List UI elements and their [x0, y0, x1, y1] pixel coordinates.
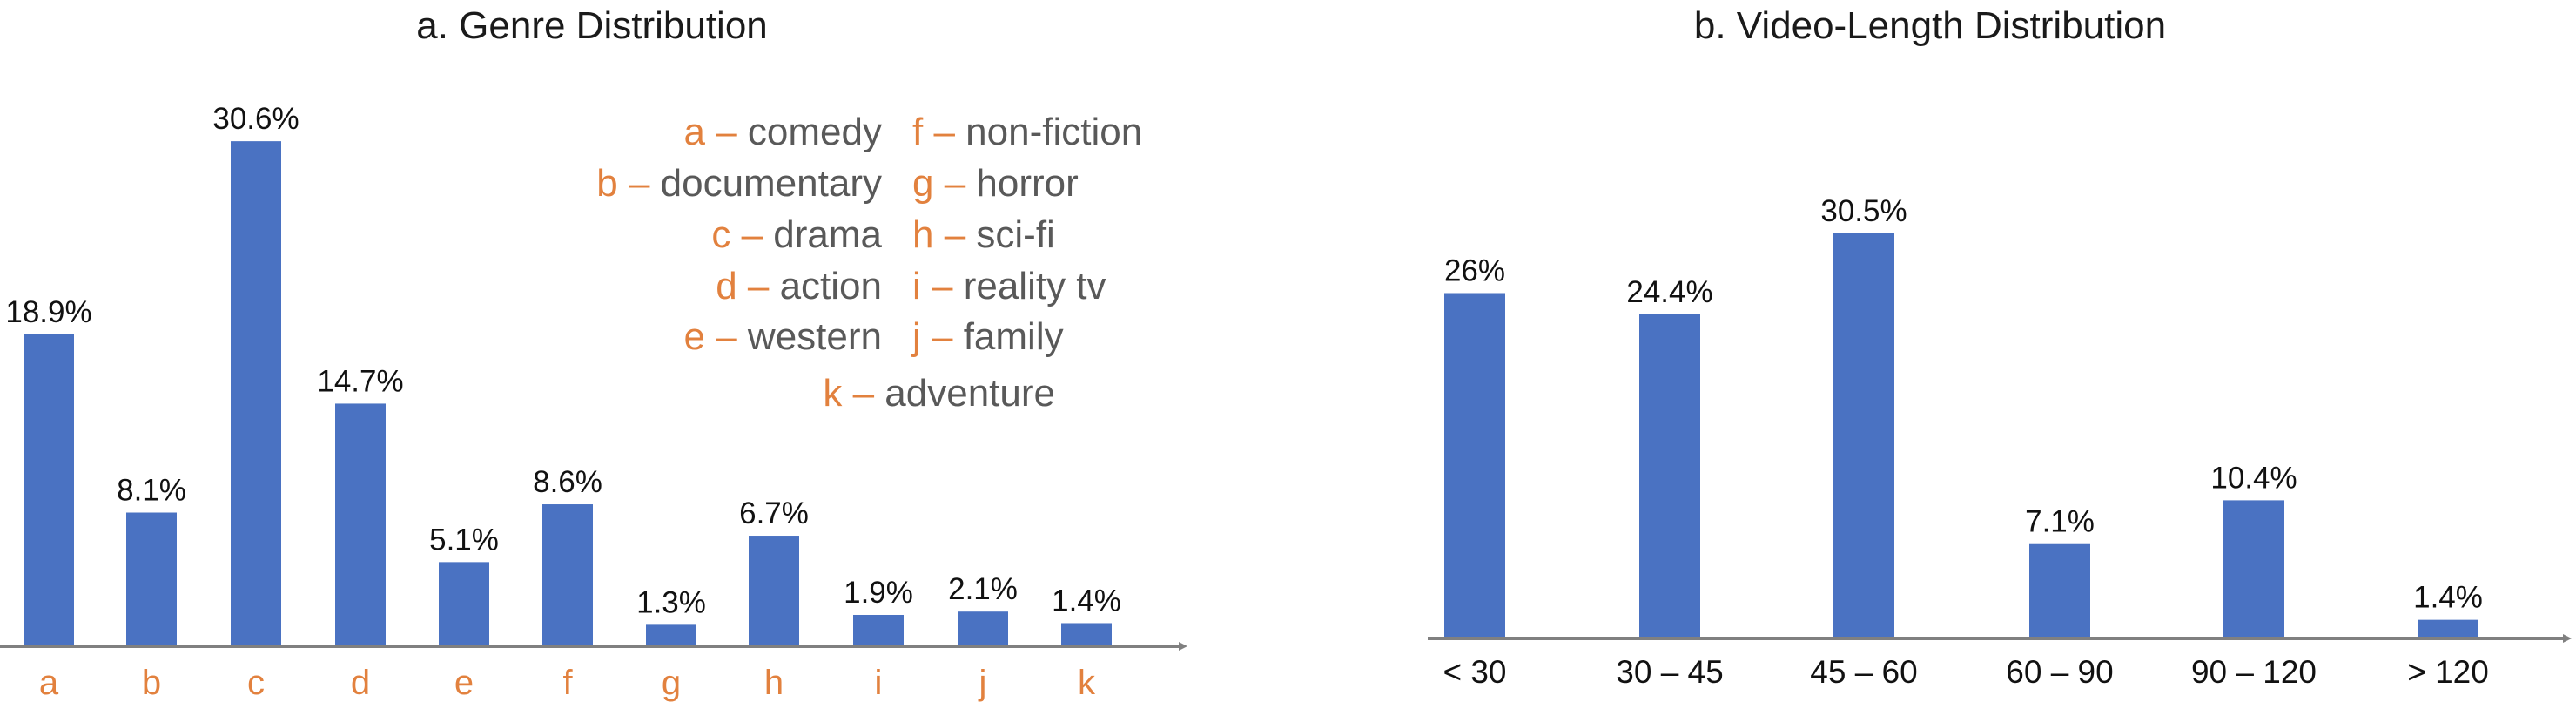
chart-b-category-label: 45 – 60 — [1810, 654, 1917, 690]
legend-item: d – action — [716, 265, 882, 307]
chart-a-bar — [231, 141, 281, 646]
chart-b-title: b. Video-Length Distribution — [1694, 4, 2166, 47]
chart-b-bar — [1833, 233, 1894, 638]
chart-b-value-label: 10.4% — [2210, 461, 2297, 495]
chart-a-value-label: 1.3% — [636, 585, 706, 619]
chart-a-value-label: 5.1% — [429, 523, 499, 557]
legend-item: k – adventure — [823, 372, 1055, 415]
legend-item: i – reality tv — [912, 265, 1106, 307]
chart-a-category-label: k — [1078, 664, 1096, 702]
chart-a-bar — [24, 334, 74, 646]
chart-b-value-label: 1.4% — [2413, 581, 2483, 615]
chart-a-value-label: 14.7% — [317, 364, 403, 398]
chart-a-category-label: g — [662, 664, 681, 702]
chart-b-category-label: 30 – 45 — [1616, 654, 1723, 690]
legend-item: b – documentary — [596, 162, 882, 205]
chart-a-category-label: f — [562, 664, 573, 702]
chart-b-bar — [1639, 314, 1700, 638]
chart-b-bar — [1444, 293, 1505, 638]
chart-b-category-label: 90 – 120 — [2191, 654, 2317, 690]
chart-b-category-label: > 120 — [2407, 654, 2489, 690]
legend-item: j – family — [911, 315, 1064, 358]
chart-a-bar — [749, 536, 799, 646]
chart-a-legend: a – comedy f – non-fiction b – documentary… — [596, 111, 1142, 415]
chart-b-category-label: 60 – 90 — [2006, 654, 2113, 690]
legend-item: g – horror — [912, 162, 1079, 205]
chart-a-value-label: 18.9% — [5, 295, 91, 329]
chart-a-bar — [853, 614, 904, 646]
chart-b-value-label: 26% — [1444, 254, 1505, 288]
chart-b-bar — [2223, 500, 2284, 638]
chart-a-bar — [958, 611, 1008, 646]
chart-a-plot: 18.9% a 8.1% b 30.6% c 14.7% d 5.1% e 8.6% f 1.3% g 6.… — [0, 102, 1187, 702]
chart-a-value-label: 1.9% — [844, 576, 913, 610]
chart-a-bar — [542, 504, 593, 646]
chart-a-category-label: d — [351, 664, 370, 702]
legend-item: c – drama — [711, 213, 882, 256]
chart-a-value-label: 8.1% — [117, 474, 186, 508]
legend-item: f – non-fiction — [912, 111, 1142, 153]
chart-a-value-label: 8.6% — [533, 465, 602, 499]
chart-a-category-label: a — [39, 664, 59, 702]
chart-a-bar — [126, 512, 177, 646]
chart-a-bar — [646, 624, 696, 646]
chart-a-category-label: b — [142, 664, 161, 702]
chart-a-category-label: c — [247, 664, 265, 702]
legend-item: a – comedy — [684, 111, 882, 153]
chart-a-value-label: 2.1% — [948, 572, 1018, 606]
chart-a-category-label: j — [979, 664, 987, 702]
chart-b-value-label: 7.1% — [2025, 505, 2095, 539]
chart-a-category-label: i — [875, 664, 883, 702]
chart-a-value-label: 30.6% — [212, 102, 299, 136]
chart-b-value-label: 30.5% — [1820, 194, 1907, 228]
chart-b-plot: 26% < 30 24.4% 30 – 45 30.5% 45 – 60 7.1% 60 – … — [1428, 194, 2572, 690]
chart-a-value-label: 6.7% — [739, 496, 809, 530]
legend-item: h – sci-fi — [912, 213, 1055, 256]
legend-item: e – western — [684, 315, 882, 358]
chart-a-title: a. Genre Distribution — [416, 4, 768, 47]
chart-a-bar — [439, 562, 489, 646]
chart-a-value-label: 1.4% — [1052, 584, 1121, 618]
chart-a-bar — [335, 403, 386, 646]
chart-a-bar — [1061, 623, 1112, 646]
chart-b-value-label: 24.4% — [1626, 275, 1712, 309]
chart-a-category-label: e — [454, 664, 474, 702]
chart-b-bar — [2418, 619, 2478, 638]
chart-b-category-label: < 30 — [1443, 654, 1506, 690]
chart-a-category-label: h — [764, 664, 784, 702]
chart-b-bar — [2029, 543, 2090, 638]
